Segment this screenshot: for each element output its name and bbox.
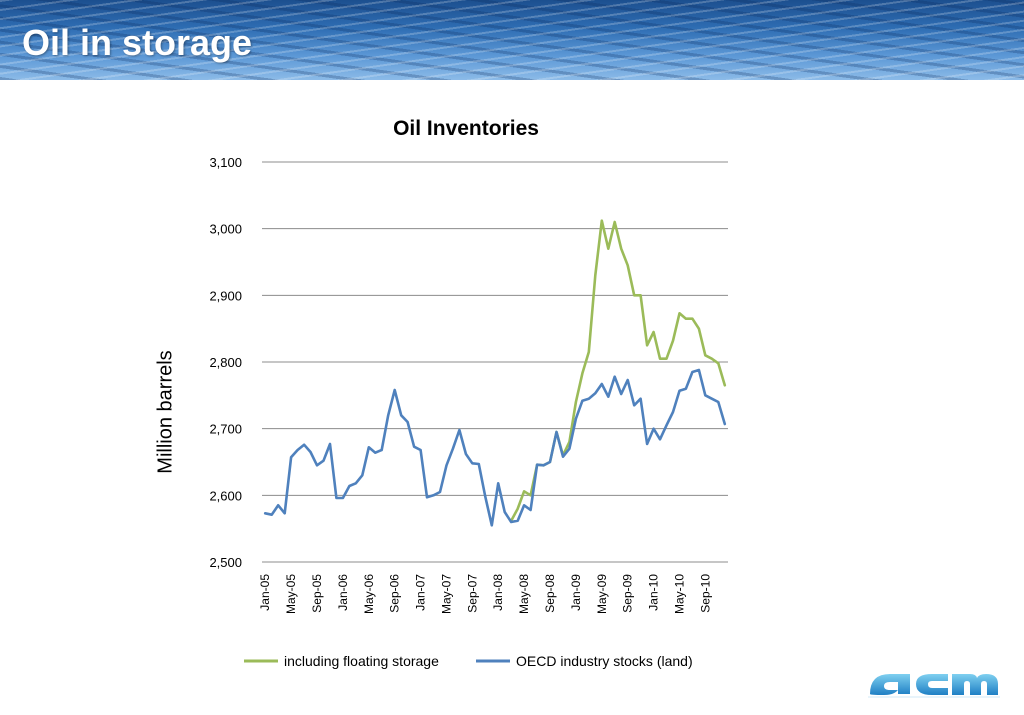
chart-title: Oil Inventories [393, 117, 539, 140]
x-tick-label: Sep-09 [621, 574, 635, 613]
x-tick-label: Jan-09 [569, 574, 583, 611]
x-tick-label: Sep-06 [388, 574, 402, 613]
y-tick-label: 2,800 [209, 355, 242, 370]
acm-logo [868, 674, 1000, 698]
slide-header: Oil in storage [0, 0, 1024, 80]
x-tick-label: May-08 [517, 574, 531, 614]
water-background [0, 0, 1024, 80]
y-tick-label: 2,900 [209, 288, 242, 303]
slide-title: Oil in storage [22, 22, 253, 63]
x-tick-label: May-05 [284, 574, 298, 614]
series-line-oecd-land [263, 368, 727, 527]
y-axis-title: Million barrels [154, 350, 177, 474]
y-tick-label: 2,700 [209, 422, 242, 437]
x-tick-label: May-06 [362, 574, 376, 614]
y-tick-label: 3,100 [209, 155, 242, 170]
y-tick-label: 2,600 [209, 488, 242, 503]
legend-label: including floating storage [284, 653, 439, 669]
x-tick-label: May-10 [672, 574, 686, 614]
y-tick-label: 2,500 [209, 555, 242, 570]
x-tick-label: May-07 [439, 574, 453, 614]
legend-label: OECD industry stocks (land) [516, 653, 693, 669]
x-tick-label: Jan-07 [414, 574, 428, 611]
x-tick-label: Sep-08 [543, 574, 557, 613]
x-tick-label: Jan-05 [258, 574, 272, 611]
x-tick-label: Jan-08 [491, 574, 505, 611]
x-tick-label: Sep-07 [465, 574, 479, 613]
x-tick-label: May-09 [595, 574, 609, 614]
x-tick-label: Jan-10 [647, 574, 661, 611]
y-tick-label: 3,000 [209, 222, 242, 237]
x-tick-label: Jan-06 [336, 574, 350, 611]
x-tick-label: Sep-05 [310, 574, 324, 613]
oil-inventories-chart: Oil Inventories 2,500 2,600 2,700 2,800 2,90… [209, 117, 728, 669]
x-tick-label: Sep-10 [698, 574, 712, 613]
